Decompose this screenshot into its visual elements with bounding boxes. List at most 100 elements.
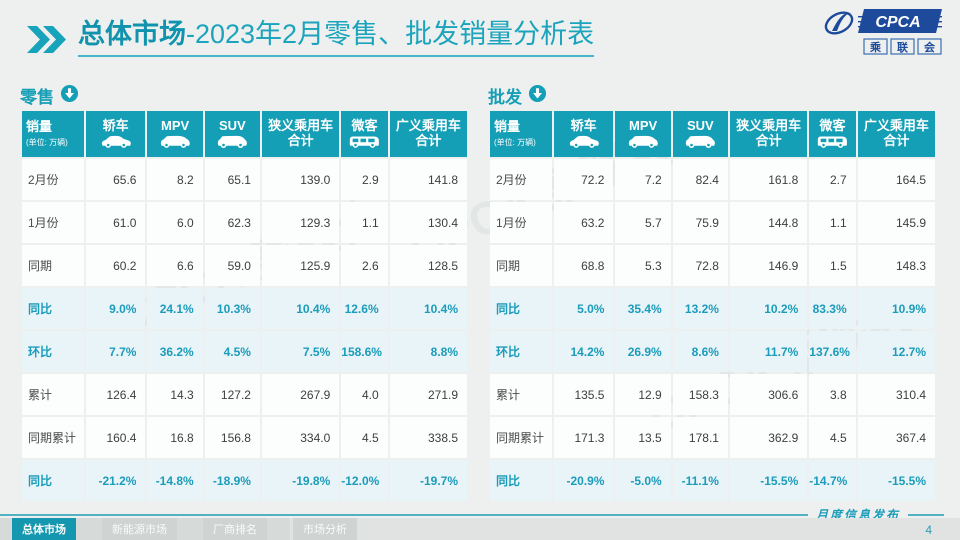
footer-tab-bar: 总体市场 新能源市场 厂商排名 市场分析 [0, 518, 960, 540]
cell: 145.9 [857, 202, 935, 243]
cell: 137.6% [809, 331, 856, 372]
cell: 178.1 [672, 417, 728, 458]
cpca-logo: CPCA 乘 联 会 [818, 8, 944, 60]
mpv-icon [615, 134, 670, 149]
cell: 9.0% [85, 288, 146, 329]
cell: 59.0 [204, 245, 260, 286]
table-row: 同期累计 160.4 16.8 156.8 334.0 4.5 338.5 [22, 417, 467, 458]
footer-tab-1[interactable]: 新能源市场 [102, 518, 177, 540]
table-row: 同期 68.8 5.3 72.8 146.9 1.5 148.3 [490, 245, 935, 286]
row-label: 同期累计 [490, 417, 552, 458]
cell: 148.3 [857, 245, 935, 286]
cell: 144.8 [729, 202, 808, 243]
table-row: 同期 60.2 6.6 59.0 125.9 2.6 128.5 [22, 245, 467, 286]
cell: 5.0% [553, 288, 614, 329]
row-label: 环比 [490, 331, 552, 372]
cell: 13.5 [615, 417, 671, 458]
cell: 338.5 [389, 417, 467, 458]
cell: 4.0 [341, 374, 388, 415]
cell: 126.4 [85, 374, 146, 415]
cell: 75.9 [672, 202, 728, 243]
cell: -14.7% [809, 460, 856, 501]
cell: 164.5 [857, 159, 935, 200]
cell: 8.6% [672, 331, 728, 372]
cell: 83.3% [809, 288, 856, 329]
cell: 2.7 [809, 159, 856, 200]
wholesale-table: 销量 (单位: 万辆) 轿车 MPV SUV 狭义乘用车 合计 微客 广义乘用车 合计 2月份 72.… [488, 109, 937, 503]
cell: 14.3 [147, 374, 203, 415]
column-header-6: 广义乘用车 合计 [389, 111, 467, 157]
retail-table: 销量 (单位: 万辆) 轿车 MPV SUV 狭义乘用车 合计 微客 广义乘用车 合计 2月份 65.… [20, 109, 469, 503]
row-label: 2月份 [22, 159, 84, 200]
cell: 6.6 [147, 245, 203, 286]
wholesale-section-header: 批发 [488, 84, 937, 107]
column-header-2: MPV [615, 111, 671, 157]
cell: 65.6 [85, 159, 146, 200]
footer-tab-2[interactable]: 厂商排名 [203, 518, 267, 540]
cell: 161.8 [729, 159, 808, 200]
cell: 135.5 [553, 374, 614, 415]
row-label: 同期 [22, 245, 84, 286]
column-header-0: 销量 (单位: 万辆) [490, 111, 552, 157]
column-header-5: 微客 [809, 111, 856, 157]
cell: 36.2% [147, 331, 203, 372]
sedan-icon [86, 134, 146, 149]
cell: 146.9 [729, 245, 808, 286]
cell: 72.2 [553, 159, 614, 200]
table-row: 环比 14.2% 26.9% 8.6% 11.7% 137.6% 12.7% [490, 331, 935, 372]
cell: 16.8 [147, 417, 203, 458]
cell: -5.0% [615, 460, 671, 501]
row-label: 累计 [490, 374, 552, 415]
column-header-4: 狭义乘用车 合计 [261, 111, 340, 157]
cell: 4.5 [809, 417, 856, 458]
cell: 306.6 [729, 374, 808, 415]
cell: 171.3 [553, 417, 614, 458]
suv-icon [205, 134, 260, 149]
down-arrow-circle-icon [60, 84, 79, 108]
cell: 62.3 [204, 202, 260, 243]
cell: 141.8 [389, 159, 467, 200]
row-label: 同比 [22, 460, 84, 501]
table-row: 累计 135.5 12.9 158.3 306.6 3.8 310.4 [490, 374, 935, 415]
cell: 26.9% [615, 331, 671, 372]
footer-tabs: 总体市场 新能源市场 厂商排名 市场分析 [12, 518, 357, 540]
van-icon [809, 134, 855, 149]
cell: 65.1 [204, 159, 260, 200]
cell: 310.4 [857, 374, 935, 415]
cell: 11.7% [729, 331, 808, 372]
cell: -12.0% [341, 460, 388, 501]
row-label: 2月份 [490, 159, 552, 200]
cell: -20.9% [553, 460, 614, 501]
footer-tab-0[interactable]: 总体市场 [12, 518, 76, 540]
column-header-1: 轿车 [85, 111, 146, 157]
wholesale-section-label: 批发 [488, 88, 522, 107]
footer-divider [0, 513, 808, 516]
cell: 8.2 [147, 159, 203, 200]
cell: -18.9% [204, 460, 260, 501]
cell: 24.1% [147, 288, 203, 329]
column-header-3: SUV [672, 111, 728, 157]
wholesale-table-block: 批发 销量 (单位: 万辆) 轿车 MPV SUV 狭义乘用车 合计 微客 广义乘用车 合计 2月份… [488, 84, 937, 503]
cell: -19.7% [389, 460, 467, 501]
retail-section-header: 零售 [20, 84, 469, 107]
cell: 1.1 [341, 202, 388, 243]
table-row: 环比 7.7% 36.2% 4.5% 7.5% 158.6% 8.8% [22, 331, 467, 372]
cell: 139.0 [261, 159, 340, 200]
cell: 63.2 [553, 202, 614, 243]
mpv-icon [147, 134, 202, 149]
cell: 5.7 [615, 202, 671, 243]
cell: 68.8 [553, 245, 614, 286]
table-row: 同期累计 171.3 13.5 178.1 362.9 4.5 367.4 [490, 417, 935, 458]
table-row: 同比 -21.2% -14.8% -18.9% -19.8% -12.0% -19.7% [22, 460, 467, 501]
cell: 2.9 [341, 159, 388, 200]
cell: 127.2 [204, 374, 260, 415]
footer-tab-3[interactable]: 市场分析 [293, 518, 357, 540]
logo-assoc-char: 联 [897, 40, 908, 54]
cell: 334.0 [261, 417, 340, 458]
table-row: 2月份 65.6 8.2 65.1 139.0 2.9 141.8 [22, 159, 467, 200]
retail-table-block: 零售 销量 (单位: 万辆) 轿车 MPV SUV 狭义乘用车 合计 微客 广义乘用车 合计 2月份… [20, 84, 469, 503]
cell: 6.0 [147, 202, 203, 243]
cell: 60.2 [85, 245, 146, 286]
cell: 12.7% [857, 331, 935, 372]
row-label: 同比 [490, 460, 552, 501]
